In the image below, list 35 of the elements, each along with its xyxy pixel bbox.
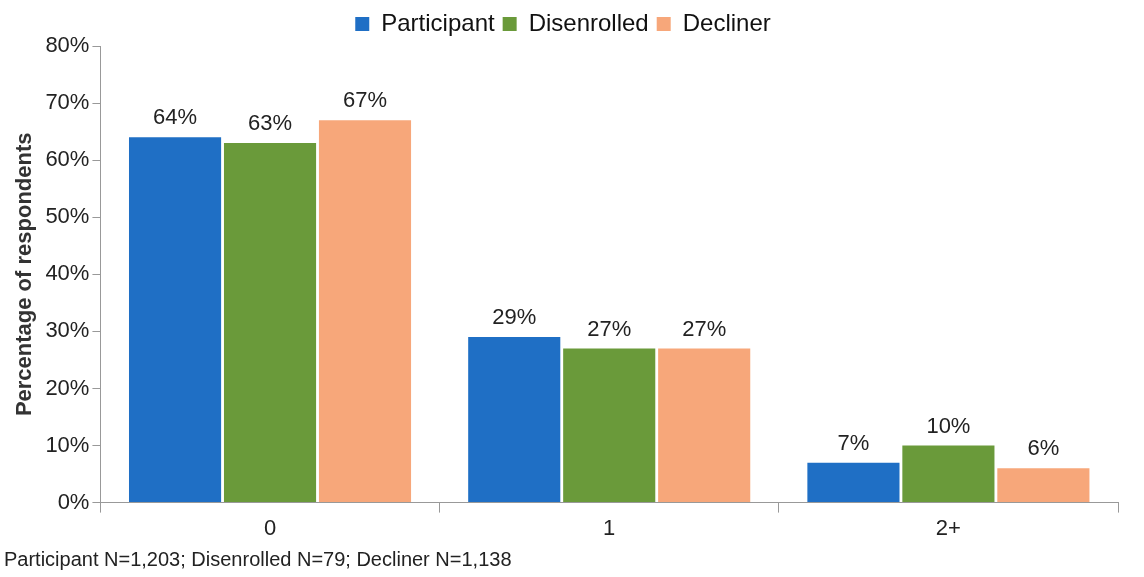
y-axis-title: Percentage of respondents: [11, 132, 37, 417]
data-label: 63%: [248, 110, 293, 136]
x-tick-label: 2+: [935, 514, 961, 540]
text: Participant N=1,203; Disenrolled N=79; Decliner N=1,138: [4, 548, 512, 571]
data-label: 27%: [587, 315, 632, 341]
bar: [318, 120, 412, 503]
bar: [128, 137, 222, 503]
y-tick-label: 0%: [57, 488, 90, 514]
bar: [658, 348, 751, 503]
data-label: 6%: [1027, 435, 1060, 461]
data-label: 67%: [342, 87, 388, 113]
legend-label: Disenrolled: [528, 8, 649, 36]
data-label: 64%: [153, 104, 198, 130]
y-tick-label: 50%: [45, 203, 90, 229]
y-tick-label: 10%: [45, 431, 90, 457]
data-label: 27%: [682, 315, 727, 341]
x-tick-label: 1: [603, 514, 616, 540]
bar: [223, 143, 317, 503]
y-tick-label: 30%: [45, 317, 90, 343]
data-label: 10%: [926, 412, 971, 438]
legend-label: Participant: [381, 8, 495, 36]
y-tick-label: 20%: [45, 374, 90, 400]
y-tick-label: 80%: [45, 32, 90, 58]
bar: [563, 348, 656, 503]
bar: [807, 462, 900, 503]
y-tick-label: 60%: [45, 146, 90, 172]
y-tick-label: 40%: [45, 260, 90, 286]
x-tick-label: 0: [263, 514, 277, 540]
data-label: 7%: [837, 429, 870, 455]
y-tick-label: 70%: [45, 89, 90, 115]
bar: [902, 445, 995, 503]
legend-label: Decliner: [682, 8, 771, 36]
data-label: 29%: [492, 304, 537, 330]
bar: [468, 337, 561, 503]
bar: [997, 468, 1090, 503]
